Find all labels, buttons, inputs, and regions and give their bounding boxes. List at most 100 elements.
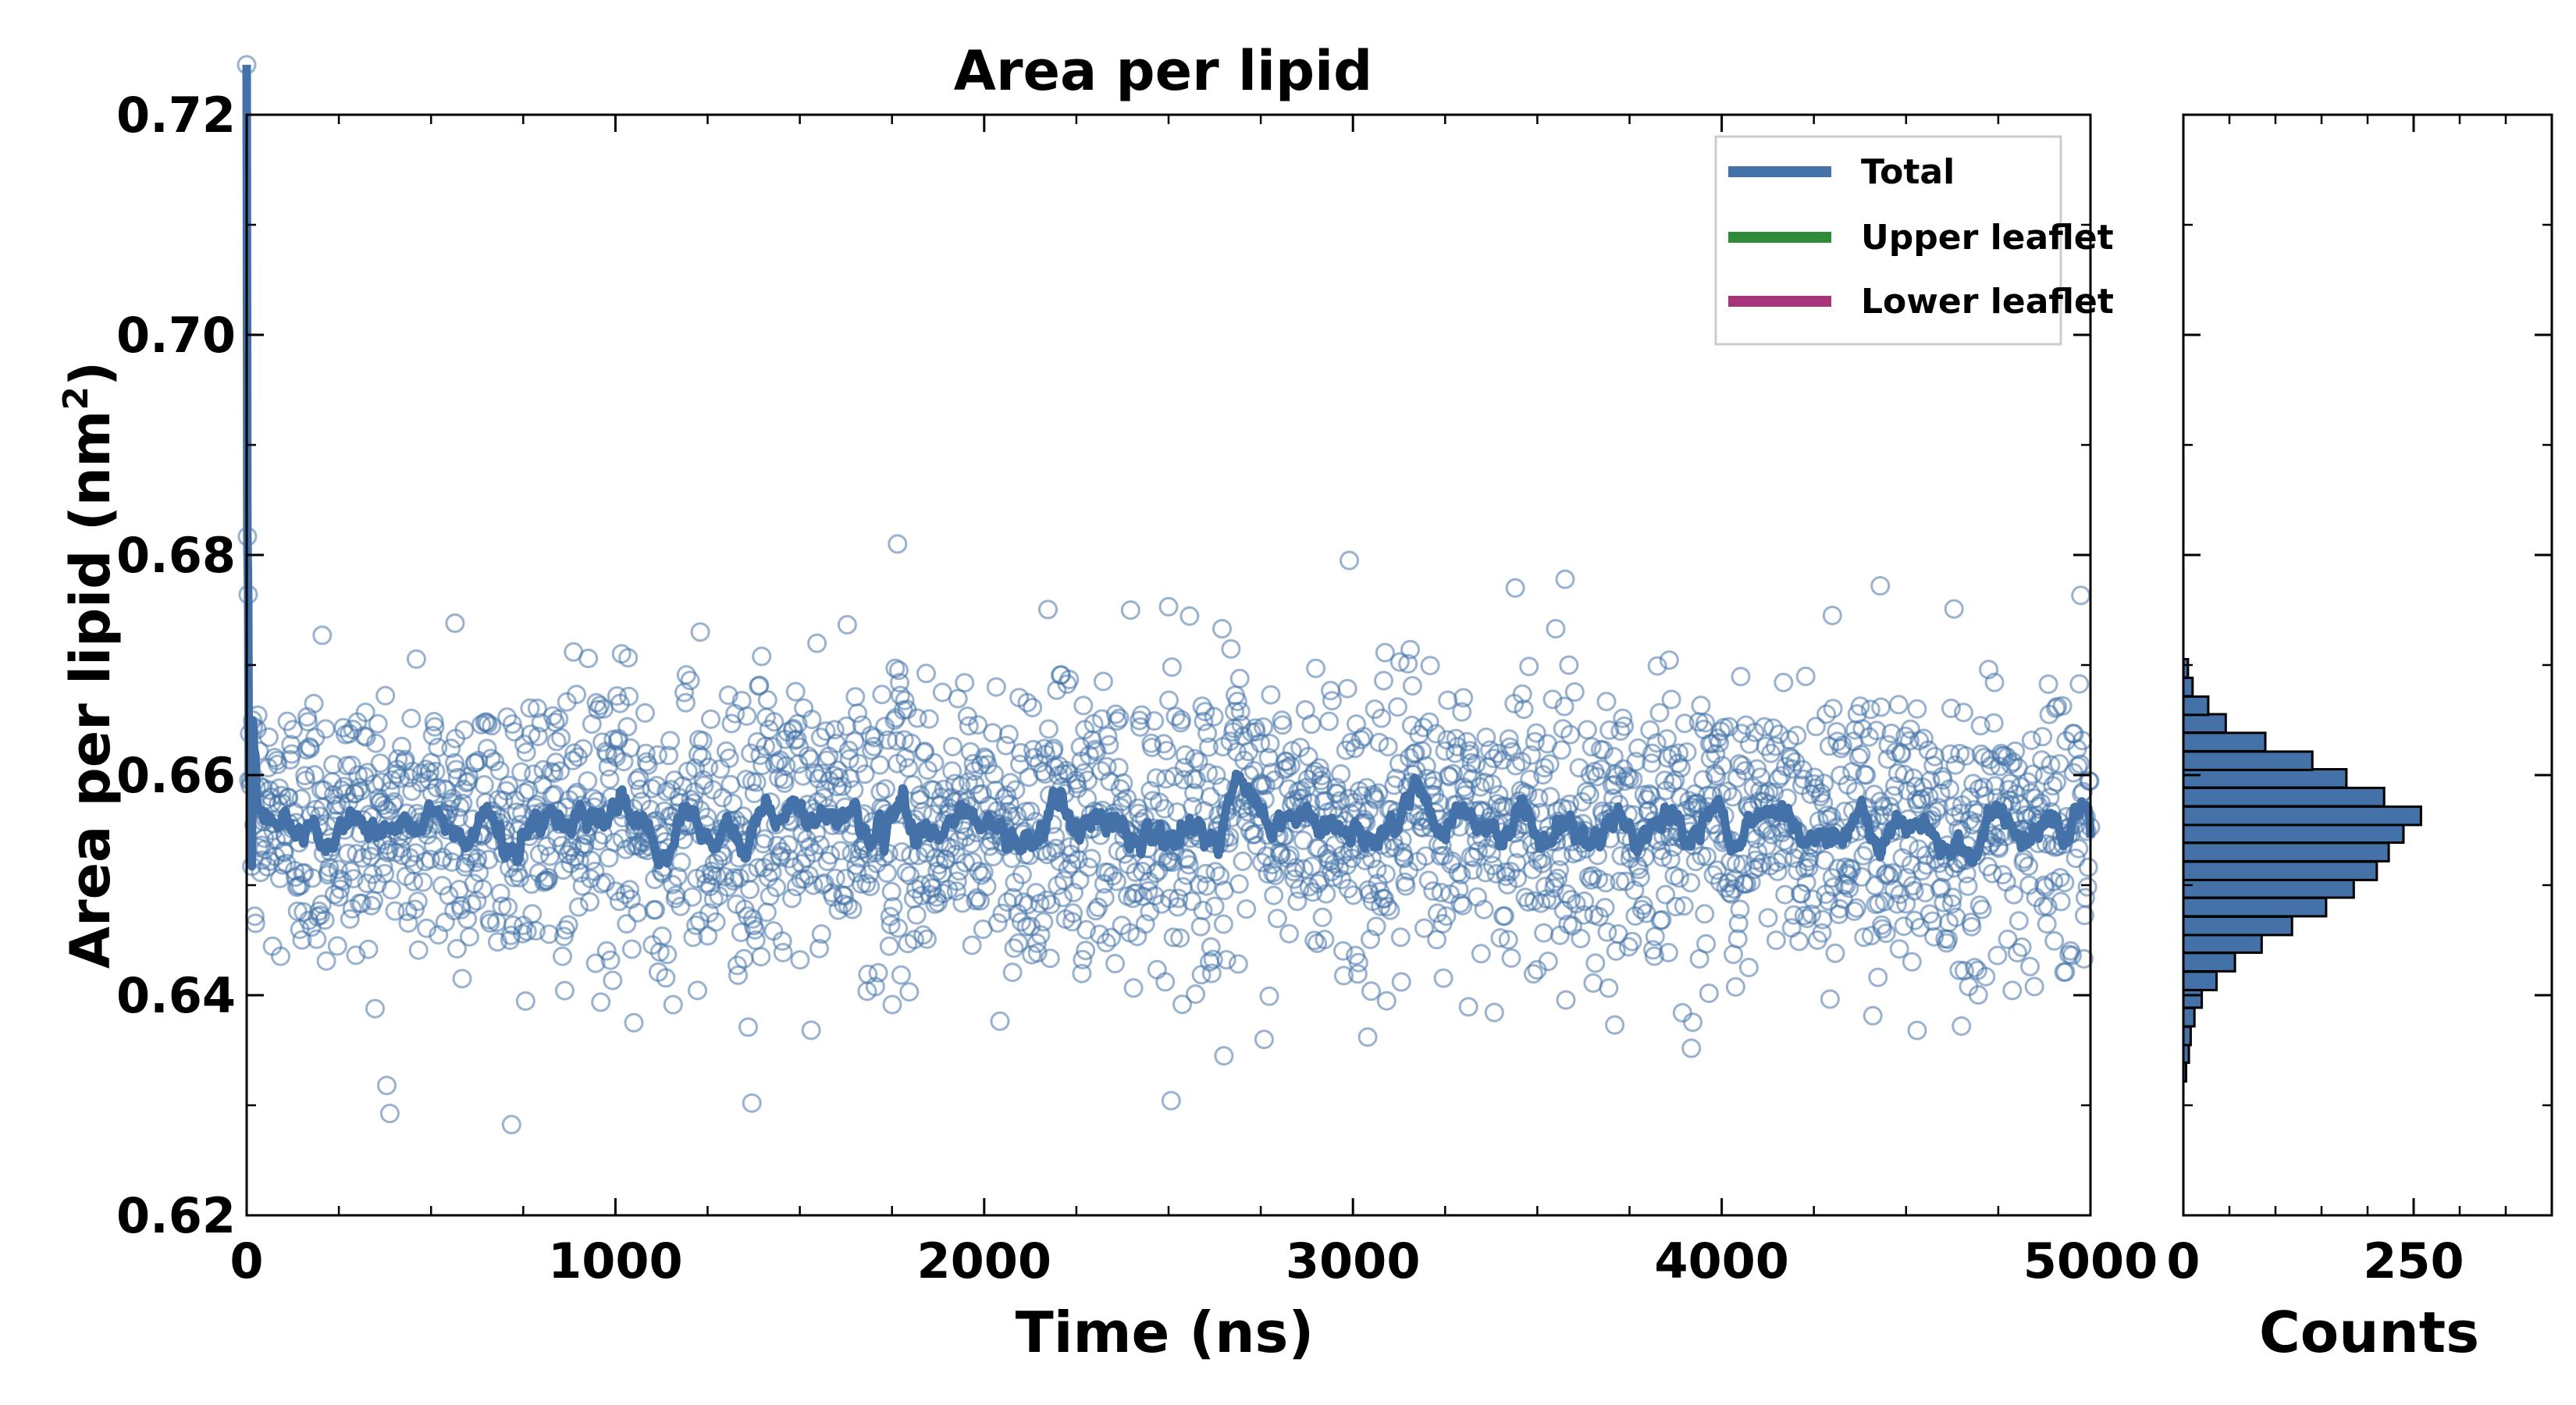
scatter-point [1868,967,1888,987]
scatter-point [984,846,1003,866]
scatter-point [865,976,885,997]
scatter-point [1129,803,1149,823]
scatter-point [346,945,366,966]
scatter-point [316,951,336,971]
scatter-point [1483,749,1503,769]
scatter-point [300,738,320,759]
scatter-point [1596,692,1617,712]
legend: Total Upper leaflet Lower leaflet [1714,135,2114,346]
scatter-point [1204,896,1225,916]
scatter-point [671,896,691,916]
scatter-point [1758,908,1778,928]
scatter-point [1940,779,1959,799]
scatter-point [1677,742,1697,762]
scatter-point [1706,766,1727,786]
scatter-point [1885,776,1905,796]
scatter-point [1745,722,1765,742]
scatter-point [816,721,836,742]
scatter-point [1272,715,1293,735]
scatter-point [1514,699,1534,720]
scatter-point [1194,711,1214,731]
scatter-point [1304,930,1325,951]
scatter-point [1749,857,1769,877]
scatter-point [603,970,623,991]
scatter-point [656,968,676,988]
scatter-point [699,757,719,777]
scatter-point [1953,702,1973,723]
y-axis-label-main: Area per lipid (nm [59,411,123,969]
scatter-point [1337,678,1357,699]
scatter-point [1832,735,1852,756]
legend-label-lower-leaflet: Lower leaflet [1861,282,2114,322]
scatter-point [461,894,482,914]
scatter-point [2033,727,2053,747]
scatter-point [2055,873,2075,893]
scatter-point [1657,729,1677,749]
scatter-point [1414,717,1434,738]
scatter-point [580,891,600,912]
scatter-point [1484,1002,1504,1023]
scatter-point [358,939,379,959]
scatter-point-outlier [1546,619,1566,638]
scatter-point [1902,951,1922,972]
scatter-point [539,868,559,887]
scatter-point [1851,745,1871,764]
histogram-bar [2182,896,2328,918]
scatter-point [1980,756,2001,776]
scatter-point [1011,912,1031,932]
scatter-point [1579,784,1599,805]
scatter-point [1276,752,1297,772]
scatter-point [1094,887,1115,908]
scatter-point [549,709,569,729]
scatter-point [1172,710,1191,730]
scatter-point [1987,945,2008,966]
scatter-point [1889,939,1909,959]
scatter-point [1054,870,1074,891]
scatter-point [1007,806,1027,826]
hist-x-tick-label: 0 [2166,1232,2200,1289]
scatter-point [515,991,535,1011]
scatter-point [803,875,824,895]
scatter-point [1402,676,1422,696]
scatter-point [392,736,411,756]
scatter-point [671,852,692,873]
scatter-point [1072,963,1092,984]
scatter-point [512,803,532,823]
scatter-point [899,982,920,1002]
scatter-point [546,731,567,752]
scatter-point [1474,899,1494,919]
scatter-point [1657,748,1678,768]
scatter-point-outlier [1870,576,1891,596]
scatter-point-outlier [624,1012,644,1033]
scatter-point [448,808,468,827]
scatter-point-outlier [1212,619,1232,638]
scatter-point [1963,774,1984,794]
scatter-point [783,718,803,738]
scatter-point [683,927,703,948]
scatter-point [1186,984,1205,1005]
scatter-point [1599,720,1620,740]
scatter-point [1201,963,1222,984]
scatter-point [1928,798,1948,817]
scatter-point-outlier [888,534,908,554]
scatter-point [323,755,343,775]
scatter-point [370,753,390,774]
scatter-point-outlier [1944,599,1964,619]
scatter-point [541,762,561,782]
histogram-bar [2182,731,2267,752]
scatter-point [1789,931,1809,951]
scatter-point [1956,863,1976,884]
scatter-point [1597,922,1617,942]
scatter-point [959,716,979,736]
scatter-point [381,880,401,900]
scatter-point [1428,903,1447,923]
scatter-point [2012,937,2032,957]
scatter-point-outlier [690,622,710,642]
scatter-point [1170,928,1190,948]
scatter-point [343,869,364,889]
scatter-point [1796,873,1816,893]
scatter-point [990,1011,1010,1031]
scatter-point [1254,717,1273,737]
scatter-point [589,831,609,851]
scatter-point [1463,860,1483,880]
